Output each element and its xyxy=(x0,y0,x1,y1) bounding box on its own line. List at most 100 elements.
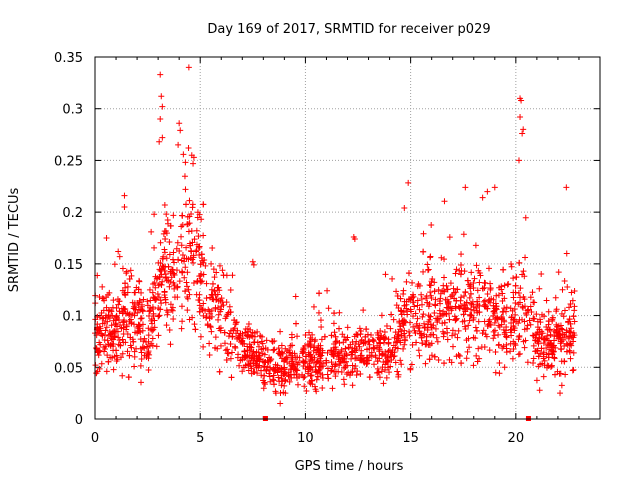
data-point xyxy=(182,159,189,166)
data-point xyxy=(392,359,399,366)
data-point xyxy=(485,318,492,325)
data-point xyxy=(315,346,322,353)
data-point xyxy=(511,340,518,347)
data-point xyxy=(545,318,552,325)
data-point xyxy=(428,331,435,338)
data-point xyxy=(170,212,177,219)
data-point xyxy=(276,378,283,385)
data-point xyxy=(198,216,205,223)
data-point xyxy=(540,351,547,358)
data-point xyxy=(307,364,314,371)
data-point xyxy=(156,273,163,280)
data-point xyxy=(179,212,186,219)
data-point xyxy=(186,197,193,204)
data-point xyxy=(96,339,103,346)
data-point xyxy=(299,350,306,357)
data-point xyxy=(108,308,115,315)
data-point xyxy=(444,336,451,343)
data-point xyxy=(167,301,174,308)
data-point xyxy=(289,342,296,349)
data-point xyxy=(139,344,146,351)
data-point xyxy=(561,307,568,314)
data-point xyxy=(461,317,468,324)
data-point xyxy=(450,285,457,292)
data-point xyxy=(215,316,222,323)
data-point xyxy=(249,258,256,265)
data-point xyxy=(427,253,434,260)
data-point xyxy=(510,346,517,353)
data-point xyxy=(140,338,147,345)
data-point xyxy=(523,310,530,317)
data-point xyxy=(503,304,510,311)
data-point xyxy=(441,319,448,326)
data-point xyxy=(512,342,519,349)
data-point xyxy=(301,373,308,380)
data-point xyxy=(406,319,413,326)
data-point xyxy=(538,345,545,352)
data-point xyxy=(121,306,128,313)
data-point xyxy=(255,355,262,362)
data-point xyxy=(141,335,148,342)
data-point xyxy=(278,342,285,349)
data-point xyxy=(328,332,335,339)
data-point xyxy=(563,340,570,347)
data-point xyxy=(151,211,158,218)
data-point xyxy=(338,368,345,375)
data-point xyxy=(169,307,176,314)
data-point xyxy=(311,338,318,345)
data-point xyxy=(486,347,493,354)
data-point xyxy=(388,357,395,364)
data-point xyxy=(558,325,565,332)
data-point xyxy=(400,345,407,352)
data-point xyxy=(516,333,523,340)
data-point xyxy=(176,248,183,255)
data-point xyxy=(439,320,446,327)
data-point xyxy=(446,356,453,363)
data-point xyxy=(216,325,223,332)
data-point xyxy=(496,370,503,377)
data-point xyxy=(231,317,238,324)
data-point xyxy=(545,308,552,315)
data-point xyxy=(200,232,207,239)
data-point xyxy=(131,348,138,355)
data-point xyxy=(470,303,477,310)
data-point xyxy=(424,267,431,274)
data-point xyxy=(263,367,270,374)
data-point xyxy=(104,291,111,298)
data-point xyxy=(530,315,537,322)
data-point xyxy=(124,331,131,338)
data-point xyxy=(530,359,537,366)
data-point xyxy=(145,366,152,373)
data-point xyxy=(325,305,332,312)
data-point xyxy=(516,259,523,266)
data-point xyxy=(549,314,556,321)
data-point xyxy=(475,267,482,274)
data-point xyxy=(275,345,282,352)
data-point xyxy=(398,311,405,318)
chart-title: Day 169 of 2017, SRMTID for receiver p02… xyxy=(207,22,490,37)
data-point xyxy=(363,346,370,353)
data-point xyxy=(470,285,477,292)
data-point xyxy=(406,328,413,335)
data-point xyxy=(419,313,426,320)
data-point xyxy=(536,326,543,333)
data-point xyxy=(414,302,421,309)
data-point xyxy=(564,283,571,290)
data-point xyxy=(563,184,570,191)
data-point xyxy=(145,325,152,332)
data-point xyxy=(330,320,337,327)
data-point xyxy=(211,274,218,281)
data-point xyxy=(409,341,416,348)
data-point xyxy=(376,339,383,346)
data-point xyxy=(214,291,221,298)
data-point xyxy=(364,360,371,367)
data-point xyxy=(99,283,106,290)
data-point xyxy=(424,299,431,306)
data-point xyxy=(376,374,383,381)
data-point xyxy=(521,344,528,351)
data-point xyxy=(349,348,356,355)
data-point xyxy=(108,322,115,329)
data-point xyxy=(306,341,313,348)
data-point xyxy=(552,294,559,301)
data-point xyxy=(116,298,123,305)
